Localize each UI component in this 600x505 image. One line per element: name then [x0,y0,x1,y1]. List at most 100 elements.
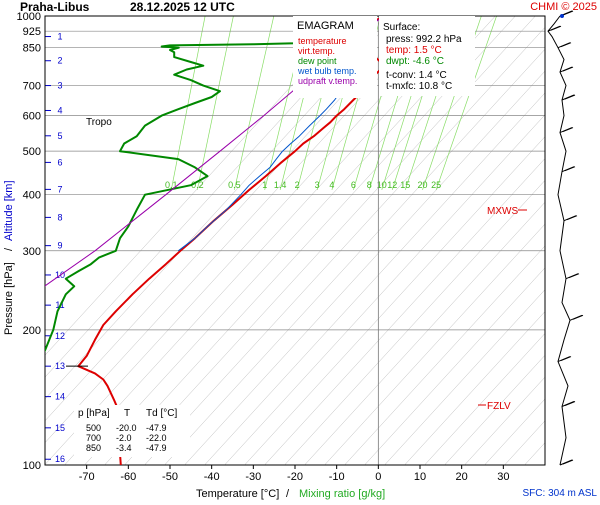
background-diagonal-line [144,26,545,465]
background-diagonal-line [124,16,536,465]
x-tick-label: -70 [79,471,95,483]
table-cell: 700 [86,433,101,443]
wind-barb-flag [564,401,576,406]
y-axis-label-altitude: Altitude [km] [3,180,15,241]
background-diagonal-line [264,158,545,465]
table-cell: -3.4 [116,443,132,453]
wind-profile-line [547,15,571,466]
surface-tmxfc: t-mxfc: 10.8 °C [386,81,452,92]
altitude-tick-label: 14 [55,392,65,402]
datetime-title: 28.12.2025 12 UTC [130,0,235,14]
surface-temp: temp: 1.5 °C [386,45,442,56]
fzlv-label: FZLV [487,401,511,412]
background-diagonal-line [344,245,545,465]
table-cell: 850 [86,443,101,453]
legend-item-4: udpraft v.temp. [298,76,357,86]
altitude-tick-label: 13 [55,361,65,371]
altitude-tick-label: 15 [55,423,65,433]
background-diagonal-line [424,333,545,465]
station-title: Praha-Libus [20,0,90,14]
table-cell: -2.0 [116,433,132,443]
y-tick-label: 200 [23,325,41,337]
x-axis-label-separator: / [286,488,290,500]
wind-profile [547,10,584,466]
y-tick-label: 400 [23,190,41,202]
x-tick-label: 0 [375,471,381,483]
altitude-tick-label: 7 [57,184,62,194]
wind-barb [563,215,578,222]
wind-barb [561,166,576,173]
y-axis-label-pressure: Pressure [hPa] [3,262,15,335]
table-cell: -47.9 [146,443,167,453]
y-tick-label: 600 [23,111,41,123]
mixing-ratio-label: 3 [315,180,320,190]
table-background [74,405,190,457]
altitude-tick-label: 8 [57,212,62,222]
wind-barb [557,42,572,49]
table-cell: -20.0 [116,423,137,433]
y-tick-label: 1000 [17,11,41,23]
x-axis-label: Temperature [°C] / Mixing ratio [g/kg] [196,488,385,500]
background-diagonal-line [184,70,545,465]
legend-item-1: virt.temp. [298,46,335,56]
legend-background [293,16,377,98]
altitude-tick-label: 12 [55,331,65,341]
altitude-tick-label: 9 [57,241,62,251]
wind-barb-flag [562,459,574,465]
wind-barb [559,127,574,134]
surface-dwpt: dwpt: -4.6 °C [386,56,444,67]
x-tick-label: -60 [120,471,136,483]
legend-item-0: temperature [298,36,347,46]
mixing-ratio-label: 12 [387,180,397,190]
mixing-ratio-label: 2 [295,180,300,190]
legend-item-3: wet bulb temp. [297,66,357,76]
mixing-ratio-label: 0.1 [165,180,178,190]
wind-barb-flag [562,10,574,16]
background-diagonal-line [484,398,545,465]
x-axis-label-temperature: Temperature [°C] [196,488,279,500]
y-tick-label: 300 [23,246,41,258]
wind-surface-point [560,14,564,18]
altitude-tick-label: 1 [57,32,62,42]
wind-barb [557,356,572,362]
wind-barb-flag [564,94,576,100]
wind-barb [569,314,584,321]
level-table: p [hPa] T Td [°C] 500 -20.0 -47.9 700 -2.0 -2… [74,405,190,457]
x-tick-label: -50 [162,471,178,483]
surface-tconv: t-conv: 1.4 °C [386,70,447,81]
altitude-tick-label: 16 [55,454,65,464]
x-tick-label: 10 [414,471,426,483]
background-diagonal-line [444,354,545,465]
wind-barb-flag [568,273,580,279]
background-diagonal-line [580,0,600,470]
mixing-ratio-line [196,16,234,190]
altitude-tick-label: 5 [57,131,62,141]
x-tick-label: -40 [204,471,220,483]
background-diagonal-line [164,48,545,465]
background-diagonal-line [364,267,545,465]
wind-barb-flag [564,166,576,172]
x-tick-label: -20 [287,471,303,483]
wind-barb-flag [560,356,572,361]
mixing-ratio-line [234,16,275,190]
surface-title: Surface: [383,22,420,33]
mixing-ratio-line [435,16,497,190]
table-header-td: Td [°C] [146,408,177,419]
y-tick-label: 850 [23,43,41,55]
mixing-ratio-label: 1 [262,180,267,190]
mixing-ratio-label: 4 [329,180,334,190]
x-tick-label: 30 [497,471,509,483]
mixing-ratio-label: 6 [351,180,356,190]
background-diagonal-line [224,114,545,465]
mixing-ratio-label: 0.2 [191,180,204,190]
background-diagonal-line [244,136,545,465]
sfc-label: SFC: 304 m ASL [523,488,598,499]
wind-barb [561,401,576,407]
wind-barb-flag [550,25,562,31]
background-diagonal-line [404,311,545,465]
mixing-ratio-label: 1.4 [274,180,287,190]
wind-barb [565,273,580,280]
altitude-tick-label: 2 [57,56,62,66]
